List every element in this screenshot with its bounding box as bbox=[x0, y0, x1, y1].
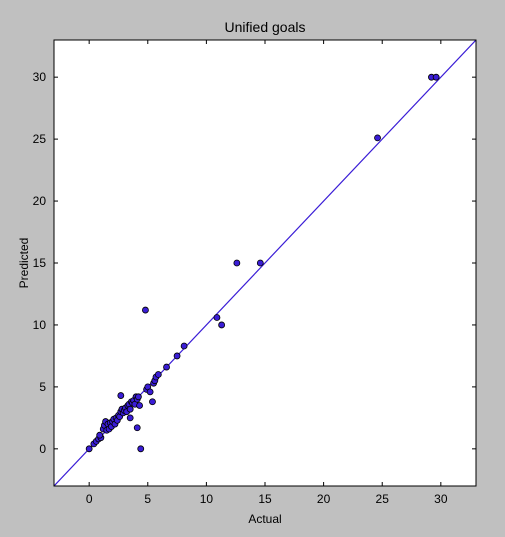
data-point bbox=[374, 134, 381, 142]
x-tick-label: 30 bbox=[434, 492, 448, 506]
data-point bbox=[126, 414, 134, 422]
x-tick-label: 25 bbox=[376, 492, 390, 506]
data-point bbox=[136, 402, 143, 409]
y-axis-label: Predicted bbox=[17, 238, 31, 289]
y-tick-label: 10 bbox=[33, 318, 47, 332]
x-tick-label: 0 bbox=[86, 492, 93, 506]
data-points bbox=[85, 73, 440, 453]
data-point bbox=[180, 342, 188, 350]
y-axis-ticks: 0 5 10 15 20 25 30 bbox=[33, 70, 476, 456]
data-point bbox=[256, 259, 264, 267]
x-axis-label: Actual bbox=[248, 512, 281, 526]
data-point bbox=[432, 73, 440, 81]
data-point bbox=[137, 445, 145, 453]
x-tick-label: 10 bbox=[200, 492, 214, 506]
data-point bbox=[134, 393, 142, 401]
data-point bbox=[218, 321, 226, 329]
y-tick-label: 0 bbox=[39, 442, 46, 456]
x-tick-label: 20 bbox=[317, 492, 331, 506]
data-point bbox=[142, 306, 149, 314]
data-point bbox=[163, 363, 170, 371]
x-axis-ticks: 0 5 10 15 20 25 30 bbox=[86, 40, 448, 506]
data-point bbox=[96, 431, 104, 439]
x-tick-label: 5 bbox=[144, 492, 151, 506]
y-tick-label: 30 bbox=[33, 70, 47, 84]
data-point bbox=[233, 259, 241, 267]
data-point bbox=[173, 352, 181, 360]
data-point bbox=[117, 392, 125, 399]
y-tick-label: 15 bbox=[33, 256, 47, 270]
chart-title: Unified goals bbox=[225, 19, 306, 35]
y-tick-label: 5 bbox=[39, 380, 46, 394]
y-tick-label: 20 bbox=[33, 194, 47, 208]
data-point bbox=[85, 445, 93, 453]
data-point bbox=[133, 424, 141, 432]
data-point bbox=[154, 371, 162, 378]
data-point bbox=[213, 314, 221, 321]
data-point bbox=[146, 388, 154, 396]
data-point bbox=[149, 398, 156, 406]
x-tick-label: 15 bbox=[258, 492, 272, 506]
data-point bbox=[126, 405, 134, 413]
y-tick-label: 25 bbox=[33, 132, 47, 146]
